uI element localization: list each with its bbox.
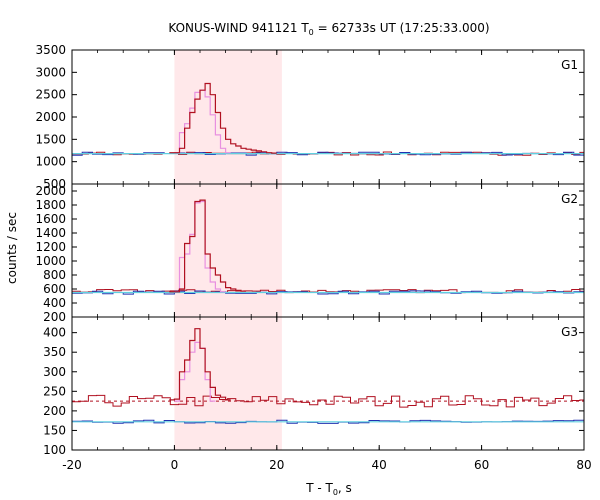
panel-frame (71, 316, 585, 451)
series-pink-pulse (174, 341, 216, 402)
x-tick-label: 60 (474, 458, 489, 472)
panel-g3: 100 150 200 250 300 350 400 G3 (43, 316, 585, 457)
y-tick-label: 2000 (35, 184, 66, 198)
panel-label: G2 (561, 192, 578, 206)
series-red-background (72, 394, 584, 408)
y-tick-label: 1500 (35, 132, 66, 146)
panel-g1: 500 1000 1500 2000 2500 3000 3500 G1 (35, 43, 585, 191)
series-blue-background (72, 151, 584, 156)
series-blue-background (72, 290, 584, 295)
x-axis-label: T - T0, s (305, 481, 352, 497)
panel-label: G3 (561, 325, 578, 339)
y-tick-label: 1200 (35, 240, 66, 254)
y-tick-label: 2000 (35, 110, 66, 124)
shaded-interval (174, 317, 282, 450)
y-axis-label: counts / sec (5, 212, 19, 284)
chart-title: KONUS-WIND 941121 T0 = 62733s UT (17:25:… (168, 21, 489, 37)
x-tick-label: 40 (372, 458, 387, 472)
x-tick-label: 0 (171, 458, 179, 472)
panel-frame (71, 183, 585, 318)
series-red-pulse (169, 199, 247, 293)
y-tick-label: 1000 (35, 155, 66, 169)
x-tick-label: 20 (269, 458, 284, 472)
y-tick-label: 1800 (35, 198, 66, 212)
x-tick-label: -20 (62, 458, 82, 472)
y-tick-label: 800 (43, 268, 66, 282)
y-tick-label: 2500 (35, 88, 66, 102)
y-tick-label: 3000 (35, 65, 66, 79)
panel-label: G1 (561, 58, 578, 72)
shaded-interval (174, 50, 282, 184)
y-tick-label: 1000 (35, 254, 66, 268)
y-tick-label: 200 (43, 310, 66, 324)
y-tick-label: 350 (43, 345, 66, 359)
panel-frame (71, 49, 585, 185)
y-tick-label: 150 (43, 423, 66, 437)
y-tick-label: 400 (43, 326, 66, 340)
y-tick-label: 200 (43, 404, 66, 418)
y-tick-label: 600 (43, 282, 66, 296)
y-tick-label: 250 (43, 384, 66, 398)
y-tick-label: 3500 (35, 43, 66, 57)
series-red-pulse (169, 328, 231, 401)
y-tick-label: 400 (43, 296, 66, 310)
y-tick-label: 1400 (35, 226, 66, 240)
x-tick-label: 80 (576, 458, 591, 472)
plot-area: 500100015002000250030003500G120040060080… (35, 43, 591, 472)
y-tick-label: 300 (43, 365, 66, 379)
shaded-interval (174, 184, 282, 317)
y-tick-label: 100 (43, 443, 66, 457)
y-tick-label: 1600 (35, 212, 66, 226)
series-red-pulse (169, 82, 277, 154)
y-tick-label: 500 (43, 177, 66, 191)
